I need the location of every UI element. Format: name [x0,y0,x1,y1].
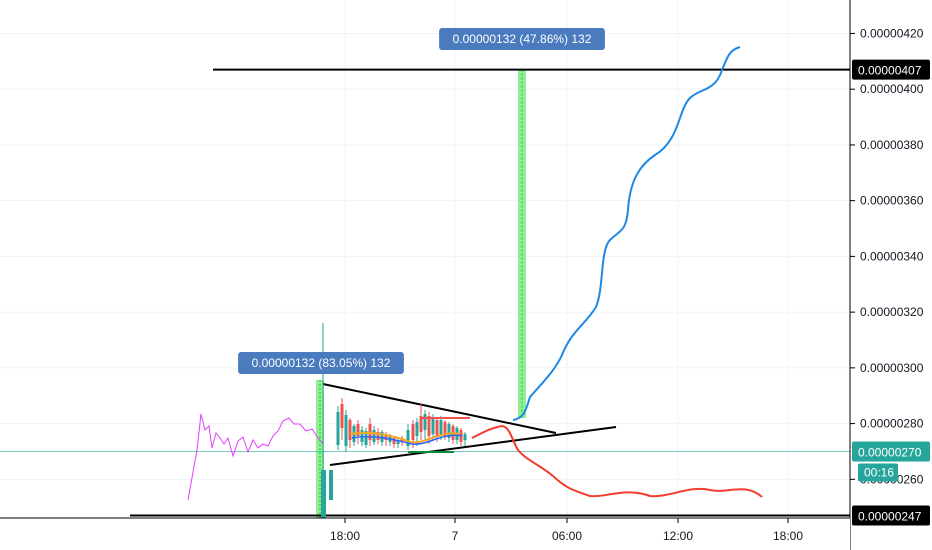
candle [423,414,427,430]
candle [340,404,344,428]
time-tick-label: 18:00 [773,529,803,543]
candle [344,415,348,446]
time-tick-label: 12:00 [663,529,693,543]
candle [380,432,384,442]
chart-drawings [0,68,850,518]
candle [463,434,467,440]
measure-bar-second [518,69,526,419]
candle [384,434,388,440]
measure-label-second-text: 0.00000132 (47.86%) 132 [453,32,592,46]
time-axis[interactable]: 18:00 7 06:00 12:00 18:00 [0,517,850,550]
candle [372,430,376,442]
triangle-lower-line [329,426,617,466]
bearish-projection-line [471,424,763,498]
candle [348,420,352,440]
candle [376,432,380,440]
price-tick-label: 0.00000320 [860,305,924,319]
time-axis-background [0,518,850,550]
price-tick-label: 0.00000280 [860,417,924,431]
price-axis[interactable]: 0.00000420 0.00000400 0.00000380 0.00000360… [849,0,932,550]
time-tick-label: 7 [452,529,459,543]
candle [419,416,423,432]
measure-labels: 0.00000132 (83.05%) 132 0.00000132 (47.86… [238,28,605,374]
candle [427,416,431,436]
candle [443,422,447,436]
measure-label-first-text: 0.00000132 (83.05%) 132 [252,356,391,370]
price-tick-label: 0.00000380 [860,138,924,152]
current-price-tag-label: 0.00000270 [858,445,922,459]
price-tick-label: 0.00000340 [860,249,924,263]
price-tick-label: 0.00000420 [860,26,924,40]
moving-average-line-slow [351,434,463,445]
candle [406,430,410,446]
lower-level-tag [852,505,930,526]
measure-label-second [439,28,605,50]
candle [447,424,451,438]
moving-average-line [349,431,461,444]
measure-label-first [238,352,404,374]
candle [415,422,419,436]
candle [439,420,443,434]
candle [435,420,439,436]
price-tick-label: 0.00000360 [860,194,924,208]
candle [356,424,360,436]
candle [364,431,368,445]
triangle-upper-line [322,383,557,434]
time-tick-label: 06:00 [552,529,582,543]
candle [411,424,415,440]
price-tick-label: 0.00000400 [860,82,924,96]
pre-history-line [187,413,324,501]
candle [329,470,333,500]
candle [392,438,396,444]
current-price-tag [852,441,930,462]
upper-level-tag [852,59,930,80]
candle [336,412,340,445]
upper-level-tag-label: 0.00000407 [858,64,922,78]
time-tick-label: 18:00 [330,529,360,543]
spike-candle [321,470,326,518]
countdown-label: 00:16 [864,465,894,479]
bullish-projection-line [512,46,741,421]
candle [360,430,364,442]
lower-level-tag-label: 0.00000247 [858,510,922,524]
price-tick-label: 0.00000300 [860,361,924,375]
price-series [187,46,763,518]
countdown-tag [858,463,898,482]
candle [396,440,400,444]
candle [431,418,435,434]
